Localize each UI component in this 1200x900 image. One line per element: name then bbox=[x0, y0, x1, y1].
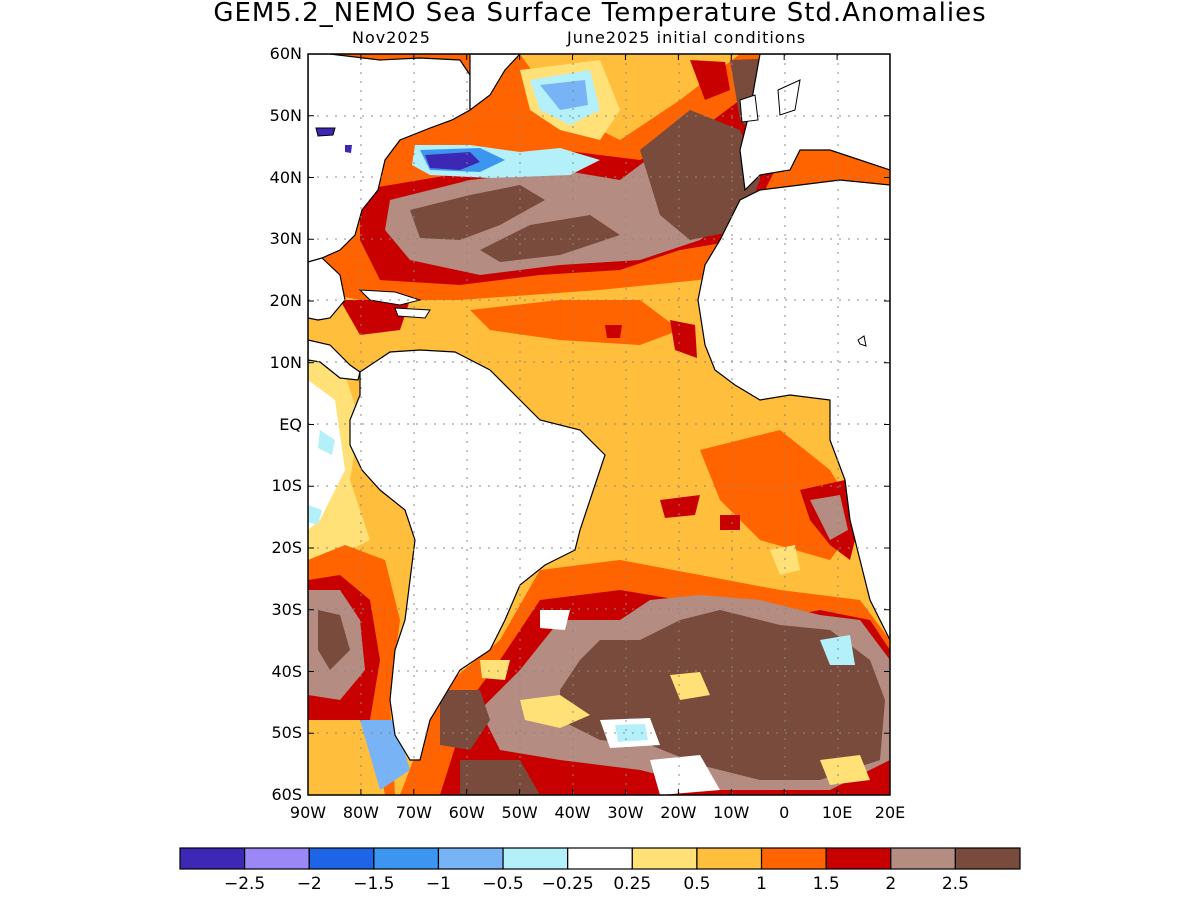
colorbar-swatch bbox=[502, 847, 569, 870]
colorbar-swatch bbox=[696, 847, 763, 870]
colorbar-label: −1 bbox=[425, 874, 451, 894]
colorbar bbox=[179, 847, 1021, 870]
lon-tick-label: 10E bbox=[821, 803, 853, 822]
lat-tick-label: 20S bbox=[271, 538, 302, 557]
lat-tick-label: 30N bbox=[269, 229, 302, 249]
lat-tick-label: 40S bbox=[271, 661, 302, 681]
lon-tick-label: 70W bbox=[395, 803, 432, 822]
colorbar-label: −0.5 bbox=[482, 874, 524, 894]
colorbar-label: −2.5 bbox=[223, 874, 266, 894]
valid-month-label: Nov2025 bbox=[352, 28, 431, 47]
colorbar-label: 1.5 bbox=[812, 874, 840, 894]
colorbar-swatch bbox=[760, 847, 827, 870]
colorbar-swatch bbox=[954, 847, 1021, 870]
colorbar-label: −2 bbox=[296, 874, 322, 894]
lat-tick-label: EQ bbox=[279, 414, 302, 434]
lon-tick-label: 50W bbox=[501, 803, 538, 822]
greenland-labrador-land bbox=[469, 54, 521, 112]
lon-tick-label: 20E bbox=[874, 803, 906, 822]
lon-tick-label: 30W bbox=[607, 803, 644, 822]
lon-tick-label: 10W bbox=[713, 803, 750, 822]
colorbar-swatch bbox=[308, 847, 375, 870]
lat-tick-label: 50N bbox=[269, 105, 302, 125]
colorbar-swatch bbox=[244, 847, 310, 870]
lat-tick-label: 60S bbox=[271, 785, 302, 804]
colorbar-swatch bbox=[437, 847, 504, 870]
colorbar-swatch bbox=[890, 847, 956, 870]
colorbar-label: −0.25 bbox=[541, 874, 594, 894]
colorbar-swatch bbox=[631, 847, 698, 870]
lon-tick-label: 60W bbox=[448, 803, 485, 822]
lat-tick-label: 20N bbox=[269, 291, 302, 310]
colorbar-label: 2.5 bbox=[941, 874, 969, 894]
lon-tick-label: 40W bbox=[554, 803, 591, 822]
colorbar-label: −1.5 bbox=[353, 874, 395, 894]
colorbar-swatch bbox=[179, 847, 246, 870]
lon-tick-label: 90W bbox=[289, 803, 327, 822]
lat-tick-label: 30S bbox=[271, 599, 302, 619]
lon-tick-label: 20W bbox=[660, 803, 697, 822]
lon-tick-label: 80W bbox=[342, 803, 379, 822]
graticule bbox=[308, 54, 890, 795]
lon-tick-label: 0 bbox=[779, 803, 790, 822]
colorbar-swatch bbox=[825, 847, 892, 870]
central-america-land bbox=[308, 257, 346, 321]
colorbar-swatch bbox=[567, 847, 633, 870]
init-conditions-label: June2025 initial conditions bbox=[567, 28, 807, 47]
lat-tick-label: 50S bbox=[271, 723, 302, 743]
colorbar-swatch bbox=[373, 847, 440, 870]
lat-tick-label: 40N bbox=[269, 167, 302, 187]
europe-land bbox=[739, 54, 890, 192]
colorbar-label: 1 bbox=[756, 874, 767, 894]
central-america-isthmus bbox=[308, 339, 361, 381]
map-title: GEM5.2_NEMO Sea Surface Temperature Std.… bbox=[213, 0, 987, 28]
lat-tick-label: 10N bbox=[269, 352, 302, 372]
colorbar-label: 0.25 bbox=[613, 874, 652, 894]
lat-tick-label: 60N bbox=[269, 44, 302, 63]
lat-tick-label: 10S bbox=[271, 476, 302, 496]
colorbar-label: 0.5 bbox=[683, 874, 711, 894]
colorbar-label: 2 bbox=[885, 874, 897, 894]
